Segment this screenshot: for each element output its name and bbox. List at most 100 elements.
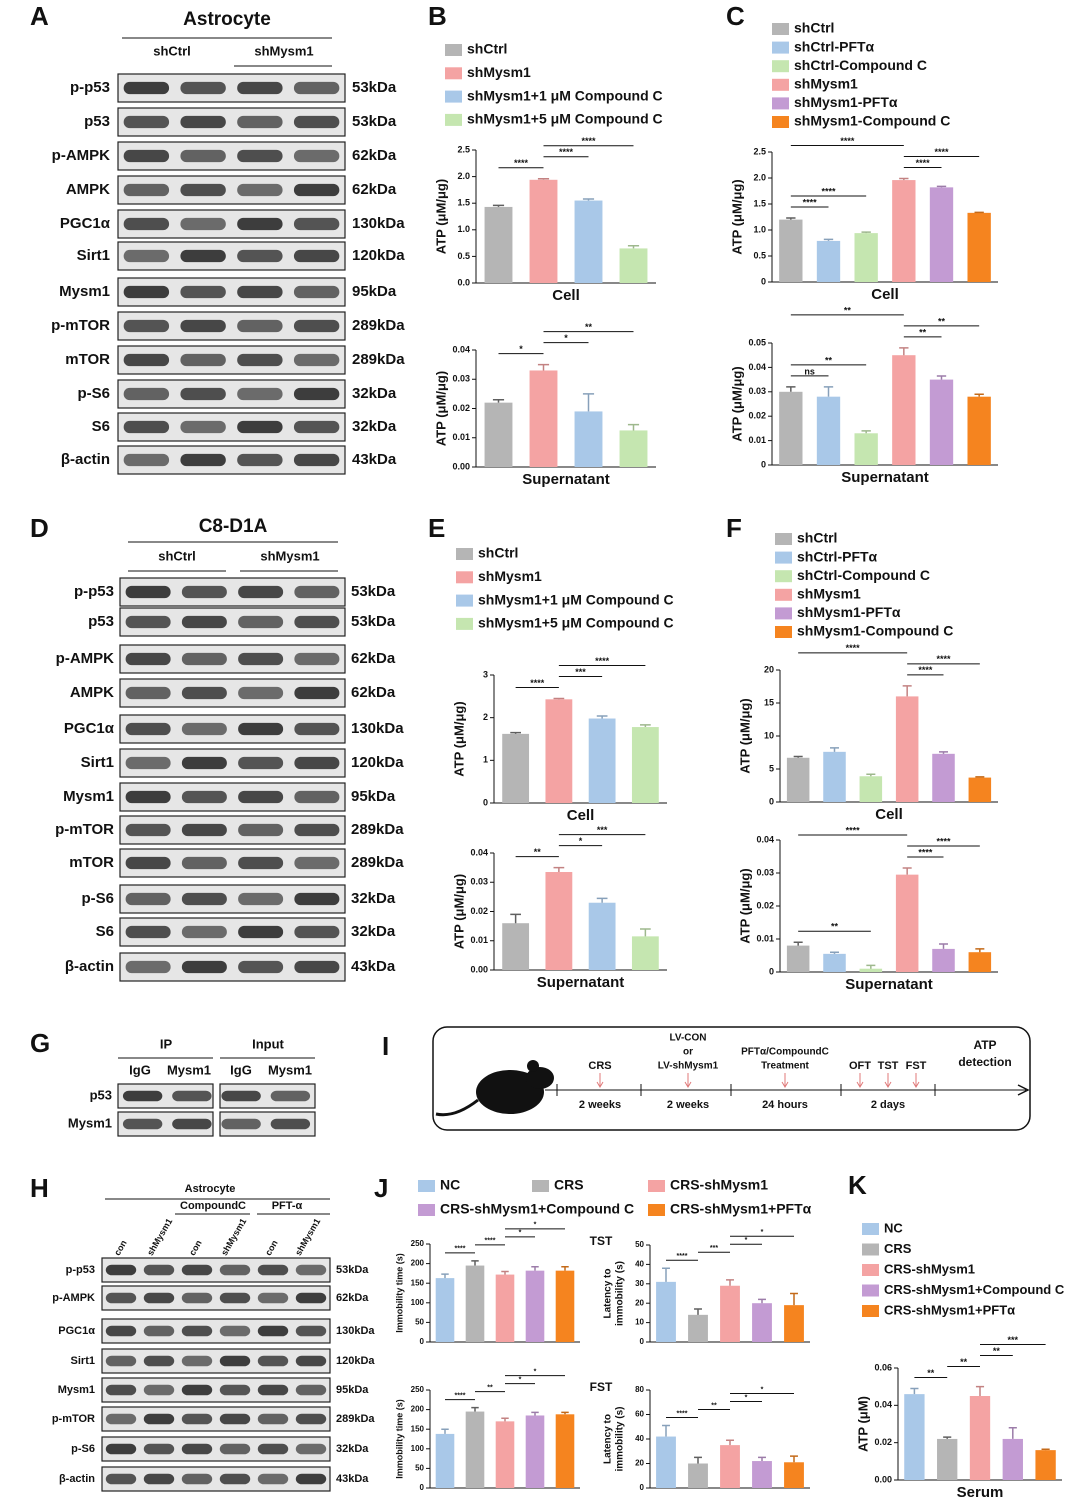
blot-title: Astrocyte [185, 1183, 236, 1195]
legend-swatch [648, 1204, 665, 1216]
blot-band [123, 353, 170, 367]
blot-lane-label: con [187, 1238, 204, 1257]
blot-size-label: 32kDa [336, 1443, 369, 1455]
error-bar [823, 238, 834, 241]
significance-label: **** [840, 136, 855, 146]
error-bar [793, 941, 803, 946]
error-bar [561, 1411, 569, 1415]
x-axis-label: Supernatant [522, 471, 610, 488]
legend-label: shCtrl-PFTα [797, 548, 878, 564]
blot-band [122, 1090, 163, 1102]
bar [752, 1461, 772, 1488]
step-event: Treatment [761, 1061, 809, 1072]
error-bar [975, 948, 985, 953]
y-tick-label: 0.5 [753, 250, 766, 260]
error-bar [501, 1417, 509, 1422]
y-tick-label: 200 [411, 1259, 425, 1268]
error-bar [823, 386, 834, 397]
y-tick-label: 0.00 [874, 1474, 892, 1484]
blot-row-label: Sirt1 [77, 247, 110, 264]
blot-band [294, 856, 340, 870]
y-tick-label: 0.00 [452, 461, 470, 471]
bar [859, 968, 883, 972]
blot-size-label: 120kDa [351, 754, 404, 771]
legend-label: CRS-shMysm1+Compound C [884, 1282, 1065, 1297]
blot-band [237, 387, 283, 401]
bar [495, 1274, 515, 1342]
legend-label: shCtrl-PFTα [794, 38, 875, 54]
significance-label: ** [919, 327, 927, 337]
bar [656, 1436, 676, 1488]
blot-size-label: 95kDa [336, 1384, 369, 1396]
significance-label: **** [936, 654, 951, 664]
error-bar [758, 1456, 766, 1462]
blot-band [237, 115, 283, 129]
y-tick-label: 0.03 [470, 877, 488, 887]
blot-band [180, 353, 226, 367]
significance-label: **** [581, 136, 596, 146]
y-tick-label: 2.0 [457, 171, 470, 181]
blot-band [219, 1473, 251, 1485]
significance-label: **** [803, 197, 818, 207]
blot-band [293, 420, 340, 434]
legend-label: shCtrl [467, 41, 507, 57]
blot-group-label: shCtrl [158, 548, 196, 563]
significance-label: ** [534, 847, 542, 857]
blot-band [238, 960, 284, 974]
error-bar [899, 347, 909, 356]
bar [786, 757, 810, 802]
blot-band [257, 1264, 289, 1276]
blot-band [238, 585, 284, 599]
x-axis-label: Cell [871, 286, 899, 303]
blot-band [105, 1473, 137, 1485]
blot-band [125, 892, 171, 906]
step-event: OFT [849, 1060, 871, 1072]
y-tick-label: 1.0 [457, 224, 470, 234]
legend-label: shMysm1+1 μM Compound C [478, 591, 674, 607]
blot-band [180, 149, 226, 163]
error-bar [640, 724, 651, 728]
significance-label: **** [918, 665, 933, 675]
blot-band [238, 686, 284, 700]
blot-band [181, 1355, 213, 1367]
blot-band [294, 925, 340, 939]
blot-band [294, 960, 340, 974]
bar [967, 212, 991, 282]
significance-label: *** [710, 1245, 718, 1252]
y-tick-label: 0.02 [756, 900, 774, 910]
y-tick-label: 0.03 [452, 374, 470, 384]
blot-strip [101, 1257, 331, 1283]
step-duration: 2 days [871, 1099, 905, 1111]
blot-row-label: p-p53 [66, 1264, 95, 1276]
error-bar [501, 1270, 509, 1275]
blot-size-label: 62kDa [352, 147, 397, 164]
blot-group-label: IP [160, 1036, 173, 1051]
x-axis-label: Cell [567, 807, 595, 824]
error-bar [441, 1273, 449, 1279]
blot-row-label: p53 [90, 1087, 112, 1102]
bar [854, 233, 878, 282]
blot-band [123, 81, 170, 95]
blot-size-label: 43kDa [336, 1473, 369, 1485]
blot-strip [101, 1285, 331, 1311]
blot-row-label: β-actin [59, 1473, 95, 1485]
blot-band [295, 1292, 327, 1304]
blot-band [293, 387, 340, 401]
blot-band [180, 285, 226, 299]
significance-label: * [564, 333, 568, 343]
error-bar [492, 204, 505, 207]
blot-row-label: p-AMPK [52, 1292, 95, 1304]
bar [545, 872, 573, 970]
y-tick-label: 2.5 [753, 146, 766, 156]
blot-row-label: p-p53 [70, 79, 110, 96]
legend-label: CRS [554, 1177, 584, 1193]
blot-band [181, 615, 227, 629]
blot-strip [101, 1377, 331, 1403]
legend-label: shCtrl-Compound C [797, 567, 930, 583]
legend-swatch [456, 617, 473, 630]
blot-group-label: shCtrl [153, 43, 191, 58]
blot-band [295, 1473, 327, 1485]
y-tick-label: 0.02 [452, 403, 470, 413]
